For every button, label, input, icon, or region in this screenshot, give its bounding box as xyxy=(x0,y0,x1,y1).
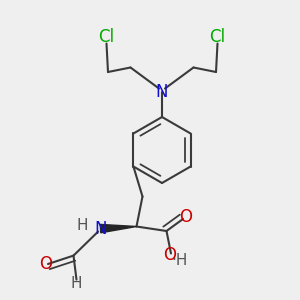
Text: Cl: Cl xyxy=(98,28,115,46)
Text: H: H xyxy=(71,276,82,291)
Text: ·H: ·H xyxy=(172,253,188,268)
Text: O: O xyxy=(179,208,193,226)
Text: N: N xyxy=(156,82,168,100)
Text: Cl: Cl xyxy=(209,28,226,46)
Polygon shape xyxy=(100,224,136,233)
Text: H: H xyxy=(76,218,88,232)
Text: O: O xyxy=(163,246,176,264)
Text: O: O xyxy=(39,255,52,273)
Text: N: N xyxy=(94,220,107,238)
